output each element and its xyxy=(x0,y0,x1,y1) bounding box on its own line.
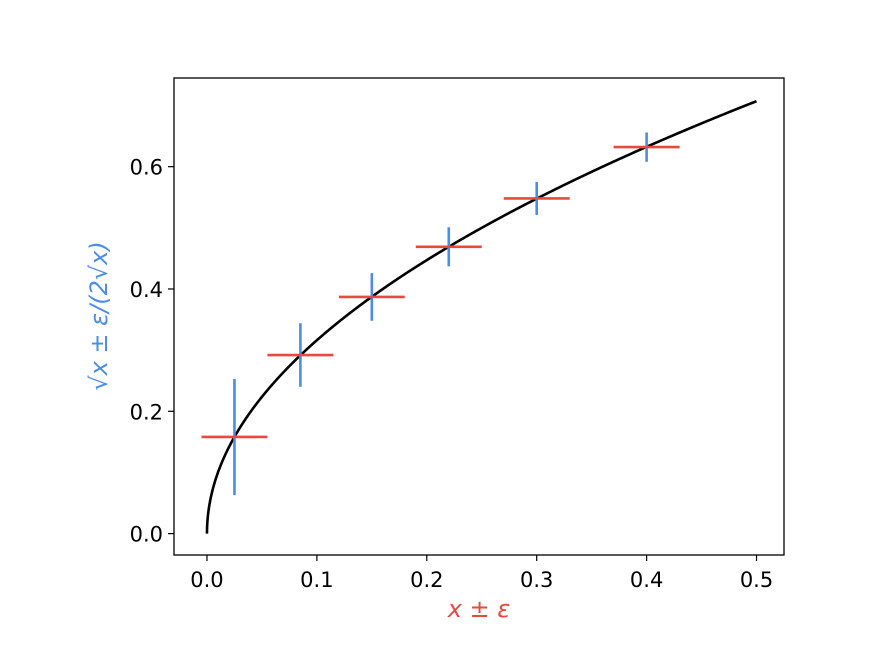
x-axis-title: x ± ε xyxy=(447,595,511,623)
plot-frame xyxy=(173,77,785,556)
y-axis-title: √x ± ε/(2√x) xyxy=(85,241,113,390)
x-tick-label: 0.0 xyxy=(190,568,223,592)
y-tick-label: 0.4 xyxy=(130,278,163,302)
y-tick-label: 0.6 xyxy=(130,156,163,180)
plot-area xyxy=(201,99,757,534)
axis-ticks: 0.0 0.1 0.2 0.3 0.4 0.5 0.0 0.2 0.4 0.6 xyxy=(130,156,774,592)
x-tick-label: 0.3 xyxy=(520,568,553,592)
x-tick-label: 0.2 xyxy=(410,568,443,592)
sqrt-curve xyxy=(205,99,757,534)
x-tick-label: 0.1 xyxy=(300,568,333,592)
y-tick-label: 0.0 xyxy=(130,523,163,547)
x-tick-label: 0.5 xyxy=(740,568,773,592)
x-tick-label: 0.4 xyxy=(630,568,663,592)
y-tick-label: 0.2 xyxy=(130,400,163,424)
